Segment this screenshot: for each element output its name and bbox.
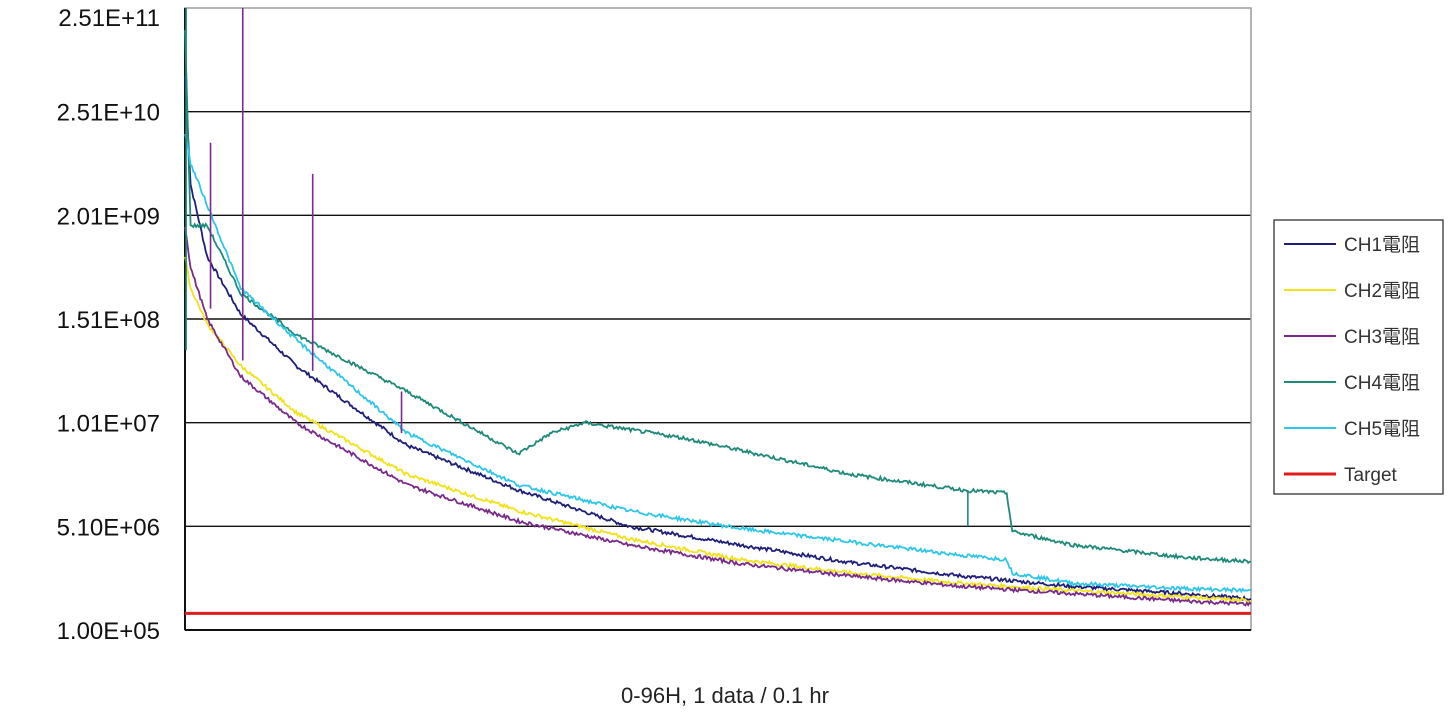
legend-label-target: Target <box>1344 465 1398 486</box>
series-line-ch1 <box>184 75 1252 601</box>
series-line-ch4 <box>184 30 1252 565</box>
y-tick-label: 1.01E+07 <box>57 411 160 438</box>
series-line-ch3 <box>184 226 1252 607</box>
legend-label-ch2: CH2電阻 <box>1344 280 1420 302</box>
legend: CH1電阻 CH2電阻 CH3電阻 CH4電阻 CH5電阻 Target <box>1273 219 1444 495</box>
y-tick-label: 2.51E+11 <box>58 5 160 32</box>
series-line-ch5 <box>184 133 1252 594</box>
series-lines <box>184 8 1252 615</box>
x-axis-label: 0-96H, 1 data / 0.1 hr <box>621 683 829 708</box>
y-tick-label: 2.01E+09 <box>57 203 160 230</box>
gridlines <box>185 110 1251 528</box>
y-tick-labels: 1.00E+05 5.10E+06 1.01E+07 1.51E+08 2.01E+09… <box>57 5 160 645</box>
legend-label-ch4: CH4電阻 <box>1344 372 1420 394</box>
y-tick-label: 2.51E+10 <box>57 100 160 127</box>
legend-label-ch3: CH3電阻 <box>1344 326 1420 348</box>
series-line-ch2 <box>184 256 1252 604</box>
y-tick-label: 1.00E+05 <box>57 618 160 645</box>
y-tick-label: 5.10E+06 <box>57 514 160 541</box>
legend-label-ch5: CH5電阻 <box>1344 418 1420 440</box>
legend-label-ch1: CH1電阻 <box>1344 234 1420 256</box>
y-tick-label: 1.51E+08 <box>57 307 160 334</box>
legend-box <box>1273 219 1444 495</box>
